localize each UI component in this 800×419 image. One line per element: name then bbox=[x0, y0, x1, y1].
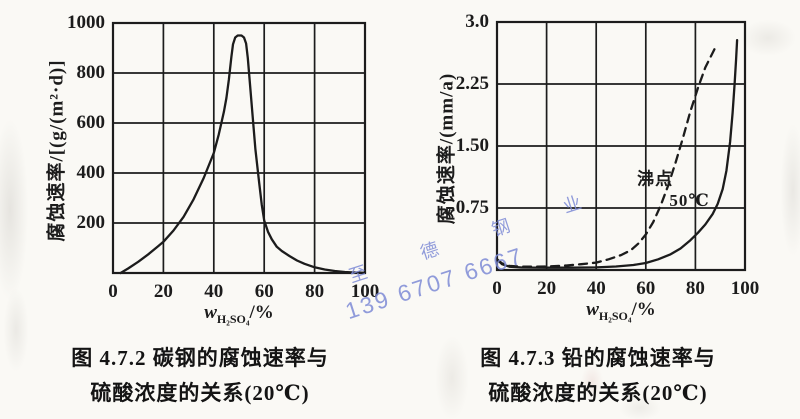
caption-line-1: 图 4.7.3 铅的腐蚀速率与 bbox=[480, 346, 716, 370]
annotation-沸点: 沸点 bbox=[637, 169, 674, 189]
x-label-variable: w bbox=[204, 302, 217, 323]
y-tick-label: 200 bbox=[76, 212, 106, 234]
x-tick-label: 100 bbox=[350, 281, 380, 302]
x-label-suffix: /% bbox=[249, 302, 274, 323]
x-label-variable: w bbox=[586, 299, 599, 320]
plot-border bbox=[495, 20, 747, 272]
x-tick-label: 20 bbox=[153, 281, 173, 302]
x-tick-label: 20 bbox=[537, 278, 557, 299]
figure-4-7-2-carbon-steel-chart: 腐蚀速率/[(g/(m²·d)] wH₂SO₄/% 图 4.7.2 碳钢的腐蚀速… bbox=[0, 12, 400, 411]
x-axis-label: wH₂SO₄/% bbox=[497, 299, 745, 324]
x-tick-label: 60 bbox=[254, 281, 274, 302]
y-tick-label: 2.25 bbox=[455, 73, 489, 95]
x-tick-label: 80 bbox=[685, 278, 705, 299]
x-tick-label: 0 bbox=[492, 278, 502, 299]
caption-line-2: 硫酸浓度的关系(20℃) bbox=[90, 381, 310, 405]
lead-corrosion-plot bbox=[495, 20, 747, 272]
y-tick-label: 1.50 bbox=[455, 135, 489, 157]
x-tick-label: 60 bbox=[636, 278, 656, 299]
figure-caption: 图 4.7.3 铅的腐蚀速率与 硫酸浓度的关系(20℃) bbox=[400, 341, 796, 411]
curve-沸点 bbox=[495, 43, 718, 268]
y-tick-label: 3.0 bbox=[465, 11, 489, 33]
y-tick-label: 600 bbox=[76, 112, 106, 134]
curve-50℃ bbox=[495, 39, 739, 269]
figure-caption: 图 4.7.2 碳钢的腐蚀速率与 硫酸浓度的关系(20℃) bbox=[0, 341, 400, 411]
x-tick-label: 80 bbox=[305, 281, 325, 302]
plot-border bbox=[111, 21, 367, 275]
x-tick-label: 40 bbox=[204, 281, 224, 302]
y-tick-label: 800 bbox=[76, 62, 106, 84]
figure-4-7-3-lead-chart: 腐蚀速率/(mm/a) wH₂SO₄/% 图 4.7.3 铅的腐蚀速率与 硫酸浓… bbox=[400, 0, 800, 419]
x-label-subscript: H₂SO₄ bbox=[598, 308, 632, 323]
curve-碳钢腐蚀速率 bbox=[119, 34, 367, 275]
carbon-steel-corrosion-plot bbox=[111, 21, 367, 275]
x-tick-label: 0 bbox=[108, 281, 118, 302]
x-label-suffix: /% bbox=[631, 299, 656, 320]
y-tick-label: 0.75 bbox=[455, 197, 489, 219]
x-label-subscript: H₂SO₄ bbox=[216, 311, 250, 326]
y-axis-label: 腐蚀速率/[(g/(m²·d)] bbox=[46, 59, 68, 242]
annotation-50℃: 50℃ bbox=[669, 190, 710, 210]
y-tick-label: 1000 bbox=[67, 12, 105, 34]
y-tick-label: 400 bbox=[76, 162, 106, 184]
x-tick-label: 40 bbox=[586, 278, 606, 299]
caption-line-2: 硫酸浓度的关系(20℃) bbox=[488, 381, 708, 405]
caption-line-1: 图 4.7.2 碳钢的腐蚀速率与 bbox=[71, 346, 329, 370]
x-tick-label: 100 bbox=[730, 278, 760, 299]
x-axis-label: wH₂SO₄/% bbox=[113, 302, 365, 327]
